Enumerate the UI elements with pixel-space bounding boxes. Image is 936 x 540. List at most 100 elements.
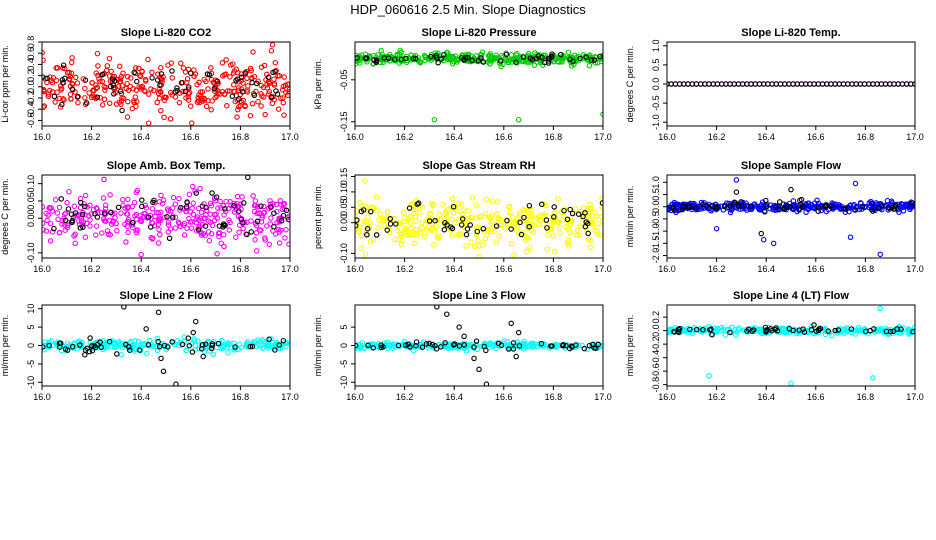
data-point <box>521 214 527 221</box>
data-point <box>355 222 359 229</box>
data-point <box>104 63 111 69</box>
data-point <box>545 232 551 238</box>
data-point <box>179 88 186 95</box>
data-point <box>435 60 441 66</box>
y-tick-label: 0 <box>26 343 36 348</box>
data-point <box>594 60 601 66</box>
data-point <box>240 220 246 226</box>
data-point <box>757 326 764 332</box>
data-point <box>222 206 228 212</box>
data-point <box>124 114 131 120</box>
data-point <box>136 84 142 90</box>
data-point <box>449 233 456 239</box>
data-point <box>82 101 89 108</box>
data-point <box>132 70 139 77</box>
data-point <box>189 183 196 190</box>
data-point <box>68 59 75 66</box>
data-point <box>124 73 131 80</box>
chart-panel-8: Slope Line 3 Flow ml/min per min. 16.0 16.2… <box>313 290 612 402</box>
data-point <box>283 207 290 214</box>
data-point <box>525 235 532 241</box>
data-point <box>429 341 436 348</box>
chart-panel-1: Slope Li-820 CO2 Li-cor ppm per min. 16.0 1… <box>0 27 299 142</box>
y-tick-label: 0.2 <box>651 311 661 324</box>
data-point <box>102 87 108 93</box>
x-tick-label: 16.6 <box>495 264 513 274</box>
data-point <box>505 57 512 64</box>
x-tick-label: 17.0 <box>906 132 924 142</box>
data-point <box>205 86 211 92</box>
data-point <box>564 216 571 223</box>
data-point <box>122 221 128 228</box>
data-point <box>480 59 487 65</box>
data-point <box>422 233 428 240</box>
data-point <box>253 248 260 254</box>
data-point <box>77 342 83 348</box>
data-point <box>161 342 168 349</box>
data-point <box>458 55 465 61</box>
data-point <box>421 52 428 59</box>
data-point <box>190 211 197 218</box>
data-point <box>157 65 164 71</box>
data-point <box>196 79 202 86</box>
chart-panel-3: Slope Li-820 Temp. degrees C per min. 16.0… <box>625 27 924 142</box>
data-point <box>248 229 254 235</box>
data-point <box>437 233 443 240</box>
y-tick-label: 0.05 <box>26 192 36 210</box>
y-tick-label: 5 <box>26 325 36 330</box>
data-point <box>727 203 733 210</box>
data-point <box>708 326 714 332</box>
outlier-point <box>138 251 144 258</box>
data-point <box>42 344 46 350</box>
data-point <box>101 83 107 90</box>
data-point <box>133 227 139 233</box>
x-tick-label: 16.2 <box>708 132 726 142</box>
data-point <box>449 225 456 232</box>
data-point <box>494 199 501 205</box>
data-point <box>184 199 190 205</box>
data-point <box>530 340 536 347</box>
data-point <box>259 212 266 219</box>
data-point <box>355 58 360 65</box>
data-points <box>355 178 603 258</box>
data-point <box>188 120 195 126</box>
y-axis-label: ml/min per min. <box>313 315 323 377</box>
data-point <box>57 340 64 346</box>
data-point <box>159 200 166 207</box>
data-point <box>203 78 209 85</box>
x-tick-label: 16.0 <box>658 132 676 142</box>
data-point <box>107 192 113 198</box>
data-point <box>199 95 205 102</box>
data-point <box>189 349 196 355</box>
data-point <box>417 229 424 236</box>
x-tick-label: 16.8 <box>545 264 563 274</box>
data-point <box>500 54 506 60</box>
data-point <box>202 232 208 239</box>
data-point <box>82 347 89 353</box>
data-point <box>563 342 569 349</box>
data-point <box>733 332 739 338</box>
data-point <box>75 99 81 106</box>
data-point <box>408 225 414 232</box>
data-point <box>575 342 582 348</box>
data-point <box>271 82 278 88</box>
data-point <box>123 239 129 245</box>
data-point <box>72 210 79 216</box>
data-point <box>166 235 173 241</box>
data-point <box>129 105 136 112</box>
data-point <box>280 212 287 219</box>
data-point <box>143 350 150 357</box>
data-point <box>216 233 222 240</box>
y-tick-label: 0.2 <box>26 69 36 82</box>
data-point <box>188 225 195 231</box>
data-point <box>184 76 191 82</box>
data-point <box>227 74 233 80</box>
outlier-point <box>788 380 794 386</box>
data-point <box>552 209 559 216</box>
data-point <box>404 232 410 238</box>
data-point <box>764 203 770 209</box>
data-point <box>396 236 402 243</box>
outlier-point <box>145 120 152 126</box>
data-point <box>87 335 93 341</box>
data-point <box>283 226 289 233</box>
